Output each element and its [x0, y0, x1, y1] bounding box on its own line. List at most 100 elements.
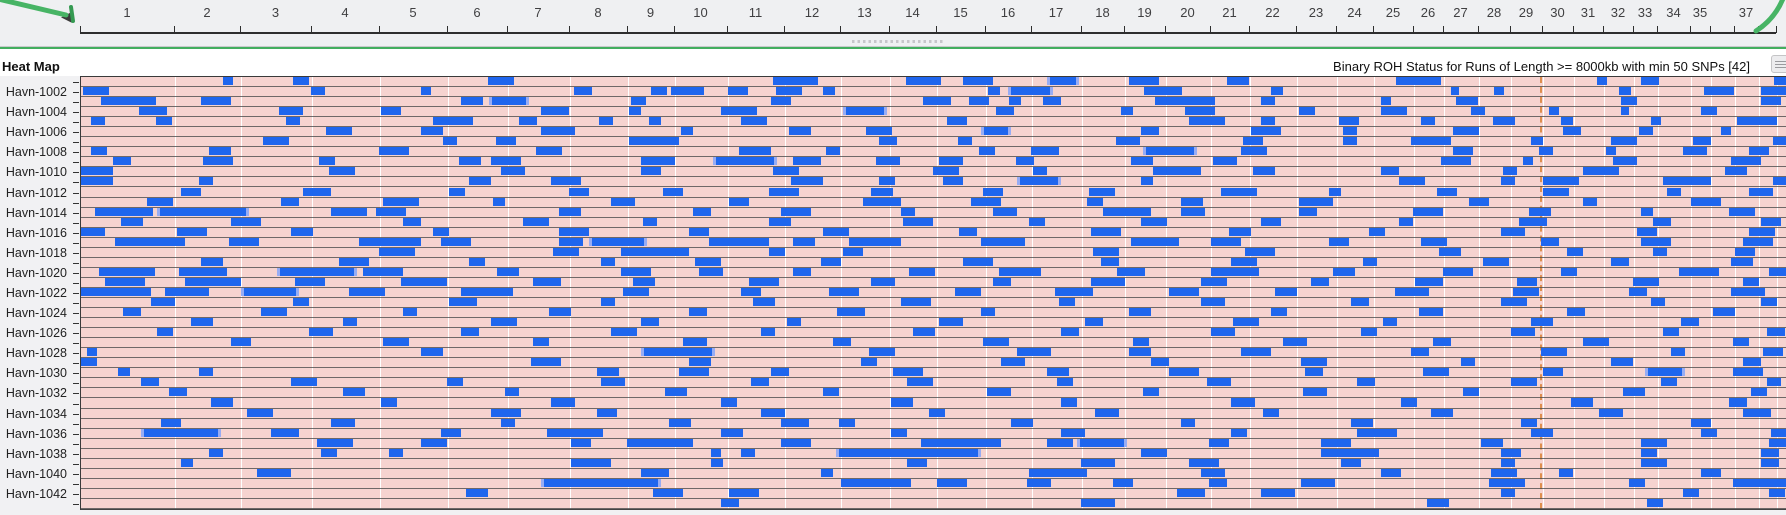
sample-row-tick [73, 483, 79, 485]
roh-run-segment [1456, 97, 1478, 106]
roh-run-segment [1611, 257, 1629, 266]
track-menu-icon[interactable] [1771, 55, 1786, 73]
roh-run-segment [121, 217, 143, 226]
heatmap-row[interactable] [81, 137, 1786, 148]
roh-run-segment [303, 187, 331, 196]
heatmap-row[interactable] [81, 338, 1786, 349]
heatmap-row[interactable] [81, 348, 1786, 359]
heatmap-row[interactable] [81, 468, 1786, 479]
heatmap-row[interactable] [81, 287, 1786, 298]
heatmap-row[interactable] [81, 458, 1786, 469]
heatmap-row[interactable] [81, 308, 1786, 319]
roh-run-segment [547, 428, 603, 437]
column-resize-handle[interactable] [852, 40, 944, 43]
heatmap-row[interactable] [81, 378, 1786, 389]
heatmap-row[interactable] [81, 448, 1786, 459]
heatmap-row[interactable] [81, 358, 1786, 369]
roh-run-segment [843, 247, 863, 256]
heatmap-row[interactable] [81, 77, 1786, 88]
heatmap-row[interactable] [81, 368, 1786, 379]
heatmap-row[interactable] [81, 147, 1786, 158]
heatmap-row[interactable] [81, 328, 1786, 339]
roh-run-segment [1399, 217, 1413, 226]
sample-label: Havn-1018 [5, 245, 67, 260]
roh-run-segment [641, 157, 675, 166]
heatmap-row[interactable] [81, 97, 1786, 108]
chromosome-boundary-tick [889, 26, 890, 33]
heatmap-row[interactable] [81, 157, 1786, 168]
roh-run-segment [721, 428, 743, 437]
roh-run-segment [1583, 167, 1619, 176]
heatmap-row[interactable] [81, 227, 1786, 238]
sample-row-tick [73, 293, 79, 294]
roh-run-segment [665, 388, 687, 397]
roh-run-segment [1311, 277, 1329, 286]
roh-run-segment [1501, 177, 1515, 186]
roh-run-segment [1229, 227, 1251, 236]
roh-run-segment [1209, 438, 1229, 447]
roh-run-segment [1767, 328, 1785, 337]
heatmap-row[interactable] [81, 478, 1786, 489]
roh-run-segment [81, 358, 97, 367]
roh-run-segment [1017, 348, 1051, 357]
heatmap-row[interactable] [81, 418, 1786, 429]
heatmap-row[interactable] [81, 117, 1786, 128]
roh-run-segment [295, 277, 325, 286]
chromosome-boundary-tick [1413, 26, 1414, 33]
chromosome-ruler[interactable]: ◀ 1 2 3 4 5 6 7 8 9 10 11 12 13 14 15 16 17 18 19 20 21 22 23 2… [0, 0, 1786, 47]
roh-run-segment [83, 87, 109, 96]
heatmap-row[interactable] [81, 107, 1786, 118]
roh-run-segment [1443, 267, 1473, 276]
roh-run-segment [1761, 87, 1786, 96]
heatmap-row[interactable] [81, 438, 1786, 449]
heatmap-row[interactable] [81, 207, 1786, 218]
heatmap-row[interactable] [81, 498, 1786, 509]
roh-run-segment [469, 257, 485, 266]
roh-run-segment [1211, 237, 1241, 246]
roh-run-segment [1743, 408, 1771, 417]
heatmap-row[interactable] [81, 87, 1786, 98]
heatmap-row[interactable] [81, 408, 1786, 419]
heatmap-row[interactable] [81, 217, 1786, 228]
heatmap-row[interactable] [81, 388, 1786, 399]
heatmap-row[interactable] [81, 247, 1786, 258]
heatmap-row[interactable] [81, 267, 1786, 278]
roh-run-segment [1343, 137, 1357, 146]
heatmap-row[interactable] [81, 187, 1786, 198]
roh-run-segment [1733, 338, 1749, 347]
roh-run-segment [1116, 137, 1140, 146]
sample-label: Havn-1014 [5, 205, 67, 220]
heatmap-row[interactable] [81, 318, 1786, 329]
heatmap-plot[interactable] [80, 76, 1786, 510]
roh-run-segment [751, 378, 769, 387]
chromosome-number-label: 7 [534, 5, 542, 20]
heatmap-row[interactable] [81, 488, 1786, 499]
roh-run-segment [1567, 247, 1583, 256]
roh-run-segment [1211, 267, 1259, 276]
roh-run-segment [1143, 147, 1197, 156]
heatmap-row[interactable] [81, 177, 1786, 188]
roh-run-segment [1641, 438, 1667, 447]
heatmap-row[interactable] [81, 167, 1786, 178]
sample-label: Havn-1040 [5, 466, 67, 481]
roh-run-segment [749, 277, 779, 286]
roh-run-segment [929, 408, 945, 417]
roh-run-segment [141, 428, 221, 437]
heatmap-row[interactable] [81, 257, 1786, 268]
heatmap-row[interactable] [81, 298, 1786, 309]
collapse-left-icon[interactable]: ◀ [61, 8, 72, 24]
heatmap-row[interactable] [81, 428, 1786, 439]
roh-run-segment [1121, 107, 1133, 116]
roh-run-segment [643, 217, 657, 226]
heatmap-row[interactable] [81, 237, 1786, 248]
sample-label: Havn-1020 [5, 265, 67, 280]
heatmap-row[interactable] [81, 127, 1786, 138]
heatmap-row[interactable] [81, 197, 1786, 208]
roh-run-segment [257, 468, 291, 477]
heatmap-row[interactable] [81, 277, 1786, 288]
roh-run-segment [147, 197, 173, 206]
roh-run-segment [359, 237, 421, 246]
roh-run-segment [871, 187, 893, 196]
heatmap-row[interactable] [81, 398, 1786, 409]
chromosome-boundary-line [1658, 77, 1659, 509]
